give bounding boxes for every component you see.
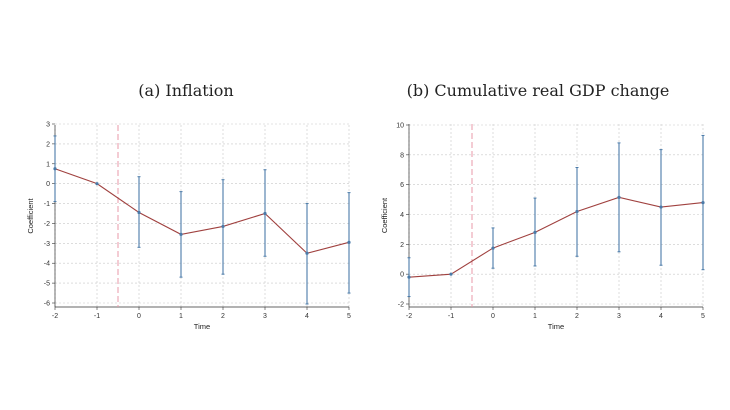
data-point [179, 232, 183, 236]
x-tick-label: 2 [575, 313, 579, 320]
x-tick-label: 1 [179, 313, 183, 320]
y-tick-label: 4 [400, 212, 404, 219]
x-tick-label: 5 [701, 313, 705, 320]
x-tick-label: 0 [491, 313, 495, 320]
y-tick-label: -6 [44, 301, 50, 308]
chart-title: (a) Inflation [138, 81, 233, 100]
y-tick-label: 8 [400, 152, 404, 159]
y-tick-label: -3 [44, 241, 50, 248]
x-tick-label: 1 [533, 313, 537, 320]
y-tick-label: 0 [46, 181, 50, 188]
x-axis-label: Time [548, 322, 564, 331]
data-point [221, 224, 225, 229]
x-tick-label: 2 [221, 313, 225, 320]
data-point [617, 195, 621, 199]
x-tick-label: -2 [406, 313, 412, 320]
x-tick-label: 5 [347, 313, 351, 320]
panel-inflation: (a) Inflation -6 -5 -4 -3 -2 -1 0 1 2 3 -2 -1 0 1 2 3 4 5 T… [26, 81, 351, 331]
data-point [137, 210, 141, 215]
y-tick-label: -4 [44, 261, 50, 268]
y-tick-label: -5 [44, 281, 50, 288]
y-tick-label: -2 [398, 302, 404, 309]
y-tick-label: 6 [400, 182, 404, 189]
x-tick-label: -1 [448, 313, 454, 320]
y-tick-label: 0 [400, 272, 404, 279]
x-tick-label: 0 [137, 313, 141, 320]
data-point [263, 211, 267, 216]
series-line [408, 196, 704, 278]
data-point [407, 275, 411, 279]
y-tick-label: 3 [46, 122, 50, 129]
panel-gdp: (b) Cumulative real GDP change-20246810-… [380, 81, 705, 331]
data-point [53, 167, 57, 171]
x-axis-label: Time [194, 322, 210, 331]
y-tick-label: 2 [46, 141, 50, 148]
x-tick-label: 3 [617, 313, 621, 320]
data-point [659, 205, 663, 209]
x-tick-label: -1 [94, 313, 100, 320]
data-point [449, 272, 453, 276]
data-point [95, 182, 99, 186]
x-tick-label: 4 [305, 313, 309, 320]
data-point [701, 200, 705, 205]
y-tick-label: 1 [46, 161, 50, 168]
chart-title: (b) Cumulative real GDP change [407, 81, 670, 100]
x-tick-label: -2 [52, 313, 58, 320]
x-tick-label: 3 [263, 313, 267, 320]
y-tick-label: -2 [44, 221, 50, 228]
y-tick-label: 10 [396, 123, 404, 130]
y-tick-label: -1 [44, 201, 50, 208]
data-point [533, 230, 537, 234]
series-line [54, 168, 350, 254]
data-point [575, 209, 579, 214]
y-axis-label: Coefficient [380, 197, 389, 233]
data-point [305, 251, 309, 255]
y-tick-label: 2 [400, 242, 404, 249]
x-tick-label: 4 [659, 313, 663, 320]
data-point [347, 240, 351, 244]
data-point [491, 246, 495, 250]
y-axis-label: Coefficient [26, 197, 35, 233]
